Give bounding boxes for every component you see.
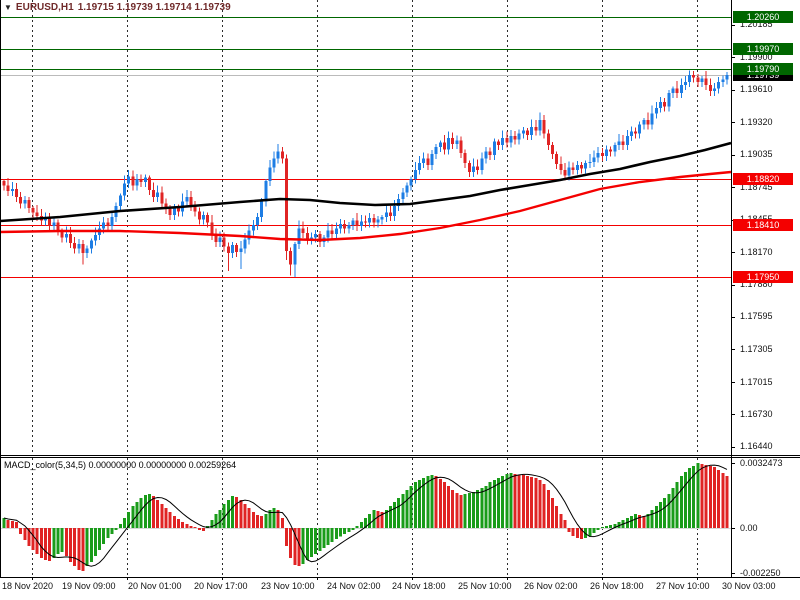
price-tick-label: 1.17305 [740, 344, 773, 354]
price-tick-mark [731, 285, 735, 286]
price-tick-label: 1.17880 [740, 279, 773, 289]
macd-tick-label: 0.0032473 [740, 458, 783, 468]
price-tick-mark [731, 187, 735, 188]
price-badge-support: 1.18410 [733, 219, 793, 231]
time-axis-label: 19 Nov 09:00 [62, 581, 116, 591]
macd-tick-mark [731, 573, 735, 574]
price-tick-mark [731, 122, 735, 123]
time-axis-label: 26 Nov 18:00 [590, 581, 644, 591]
time-tick-mark [412, 577, 413, 580]
time-axis-label: 23 Nov 10:00 [261, 581, 315, 591]
price-tick-mark [731, 25, 735, 26]
price-tick-label: 1.17595 [740, 311, 773, 321]
price-scale[interactable]: 1.20185 1.19900 1.19610 1.19320 1.19035 1.187… [731, 0, 800, 600]
time-axis-label: 24 Nov 18:00 [392, 581, 446, 591]
price-tick-label: 1.19900 [740, 52, 773, 62]
symbol-dropdown-icon[interactable]: ▼ [4, 2, 12, 12]
macd-tick-label: -0.002250 [740, 568, 781, 578]
symbol-period-label: EURUSD,H1 [15, 2, 74, 13]
macd-tick-label: 0.00 [740, 523, 758, 533]
price-badge-resistance: 1.19790 [733, 63, 793, 75]
chart-left-border [0, 0, 1, 577]
time-axis-label: 30 Nov 03:00 [722, 581, 776, 591]
price-tick-label: 1.16440 [740, 441, 773, 451]
price-tick-mark [731, 414, 735, 415]
price-tick-mark [731, 447, 735, 448]
time-tick-mark [32, 577, 33, 580]
time-tick-mark [697, 577, 698, 580]
time-tick-mark [222, 577, 223, 580]
price-tick-label: 1.18170 [740, 247, 773, 257]
time-tick-mark [317, 577, 318, 580]
macd-tick-mark [731, 528, 735, 529]
time-axis-label: 24 Nov 02:00 [327, 581, 381, 591]
chart-title-bar: ▼ EURUSD,H1 1.19715 1.19739 1.19714 1.19… [4, 2, 231, 13]
panel-separator-bottom[interactable] [0, 457, 800, 458]
macd-panel-canvas[interactable] [0, 458, 731, 577]
time-axis-label: 18 Nov 2020 [2, 581, 54, 591]
time-axis-label: 25 Nov 10:00 [458, 581, 512, 591]
price-tick-label: 1.18745 [740, 182, 773, 192]
time-tick-mark [602, 577, 603, 580]
price-badge-support: 1.17950 [733, 271, 793, 283]
price-tick-label: 1.19610 [740, 84, 773, 94]
price-badge-support: 1.18820 [733, 173, 793, 185]
price-tick-label: 1.19320 [740, 117, 773, 127]
price-tick-label: 1.17015 [740, 377, 773, 387]
price-axis-line [731, 0, 732, 577]
price-tick-mark [731, 252, 735, 253]
main-chart-canvas[interactable] [0, 0, 731, 455]
panel-separator-top[interactable] [0, 455, 800, 456]
price-tick-mark [731, 155, 735, 156]
time-tick-mark [127, 577, 128, 580]
macd-tick-mark [731, 463, 735, 464]
price-tick-label: 1.19035 [740, 149, 773, 159]
time-tick-mark [507, 577, 508, 580]
price-tick-mark [731, 317, 735, 318]
price-tick-label: 1.20185 [740, 19, 773, 29]
macd-indicator-readout: MACD_color(5,34,5) 0.00000000 0.00000000… [4, 460, 237, 470]
price-tick-mark [731, 382, 735, 383]
price-badge-resistance: 1.20260 [733, 11, 793, 23]
price-badge-resistance: 1.19970 [733, 43, 793, 55]
price-tick-mark [731, 90, 735, 91]
time-axis-label: 27 Nov 10:00 [656, 581, 710, 591]
time-axis-line [0, 577, 800, 578]
price-tick-mark [731, 349, 735, 350]
time-axis-label: 20 Nov 01:00 [128, 581, 182, 591]
price-tick-mark [731, 57, 735, 58]
ohlc-readout: 1.19715 1.19739 1.19714 1.19739 [77, 2, 231, 13]
price-tick-label: 1.16730 [740, 409, 773, 419]
time-axis-label: 20 Nov 17:00 [194, 581, 248, 591]
time-axis-label: 26 Nov 02:00 [524, 581, 578, 591]
